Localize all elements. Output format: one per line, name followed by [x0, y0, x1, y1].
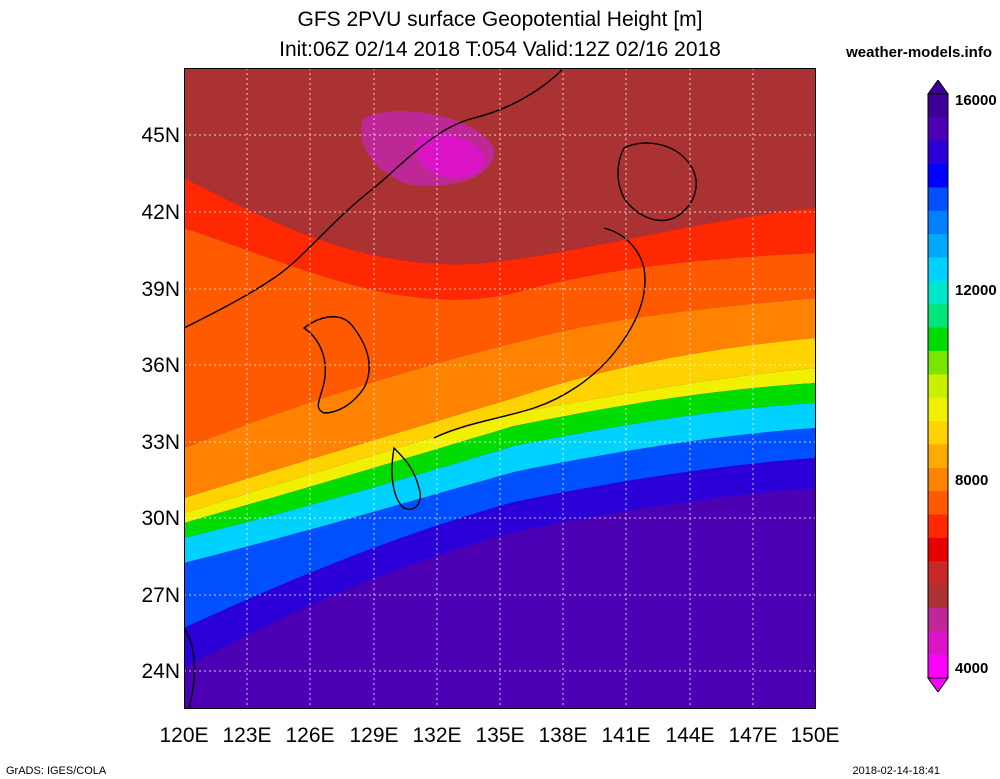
colorbar-swatch — [928, 584, 948, 609]
colorbar-swatch — [928, 607, 948, 632]
lat-label: 24N — [141, 660, 180, 683]
colorbar-swatch — [928, 397, 948, 422]
colorbar-swatch — [928, 304, 948, 329]
credit-grads: GrADS: IGES/COLA — [6, 765, 107, 777]
colorbar-frame — [927, 93, 949, 679]
field-band-pink — [415, 134, 484, 178]
colorbar-swatch — [928, 514, 948, 539]
colorbar-swatch — [928, 94, 948, 118]
lon-label: 144E — [665, 724, 715, 747]
colorbar-swatch — [928, 257, 948, 282]
lon-label: 138E — [538, 724, 588, 747]
colorbar-swatch — [928, 234, 948, 259]
field-band-cyan — [184, 403, 816, 563]
colorbar-swatch — [928, 187, 948, 212]
lat-label: 45N — [141, 124, 180, 147]
colorbar-swatch — [928, 491, 948, 515]
site-brand: weather-models.info — [846, 44, 992, 61]
map-frame — [184, 68, 816, 709]
colorbar-swatch — [928, 117, 948, 142]
lon-label: 150E — [790, 724, 840, 747]
lon-label: 120E — [159, 724, 209, 747]
timestamp: 2018-02-14-18:41 — [852, 765, 940, 777]
lon-label: 132E — [412, 724, 462, 747]
colorbar-swatch — [928, 374, 948, 399]
lat-label: 42N — [141, 201, 180, 224]
lon-label: 123E — [222, 724, 272, 747]
field-band-amber — [184, 338, 816, 513]
lat-label: 27N — [141, 584, 180, 607]
colorbar-swatch — [928, 444, 948, 469]
colorbar-swatch — [928, 164, 948, 188]
colorbar-swatch — [928, 467, 948, 492]
colorbar-label: 8000 — [955, 472, 989, 489]
colorbar-swatch — [928, 421, 948, 445]
lat-label: 33N — [141, 431, 180, 454]
field-band-red — [184, 178, 816, 300]
colorbar-swatch — [928, 537, 948, 562]
colorbar-arrow-bottom — [927, 677, 949, 692]
colorbar — [927, 80, 949, 692]
lon-label: 147E — [728, 724, 778, 747]
colorbar-swatch — [928, 654, 948, 679]
colorbar-swatch — [928, 327, 948, 352]
colorbar-swatch — [928, 140, 948, 165]
colorbar-label-min: 4000 — [955, 660, 989, 677]
colorbar-arrow-top — [927, 80, 949, 95]
lon-label: 129E — [349, 724, 399, 747]
colorbar-swatch — [928, 631, 948, 656]
colorbar-swatch — [928, 561, 948, 586]
geopotential-map — [184, 68, 816, 709]
chart-title: GFS 2PVU surface Geopotential Height [m] — [297, 8, 703, 31]
lat-label: 39N — [141, 278, 180, 301]
colorbar-label-max: 16000 — [955, 92, 997, 109]
lat-label: 36N — [141, 354, 180, 377]
colorbar-swatch — [928, 280, 948, 305]
colorbar-swatch — [928, 210, 948, 235]
lon-label: 141E — [601, 724, 651, 747]
lon-label: 135E — [475, 724, 525, 747]
lat-lon-grid — [184, 68, 816, 709]
lon-label: 126E — [285, 724, 335, 747]
colorbar-swatch — [928, 350, 948, 375]
lat-label: 30N — [141, 507, 180, 530]
chart-subtitle: Init:06Z 02/14 2018 T:054 Valid:12Z 02/1… — [279, 38, 721, 61]
colorbar-label: 12000 — [955, 282, 997, 299]
